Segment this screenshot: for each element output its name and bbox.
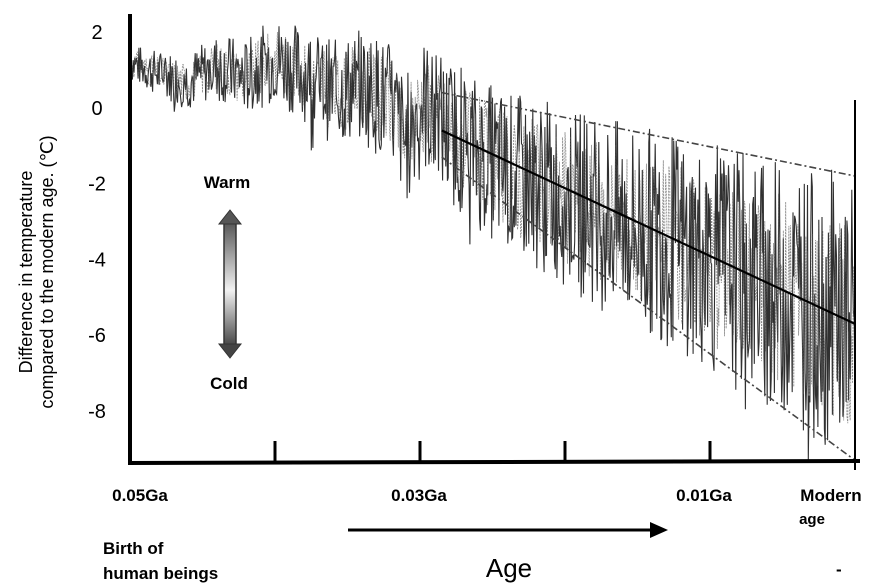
- cold-label: Cold: [210, 374, 248, 393]
- birth-label-line-1: Birth of: [103, 539, 164, 558]
- y-axis-label-line-1: Difference in temperature: [16, 171, 36, 374]
- temperature-series-line: [129, 25, 856, 461]
- birth-label-line-2: human beings: [103, 564, 218, 583]
- y-tick-label: 2: [91, 22, 102, 44]
- x-tick-label-0-03ga: 0.03Ga: [391, 486, 447, 505]
- x-tick-label-0-01ga: 0.01Ga: [676, 486, 732, 505]
- warm-cold-arrow-icon: [217, 209, 243, 359]
- y-tick-label: -8: [88, 401, 106, 423]
- age-arrow-icon: [348, 522, 668, 538]
- trend-line-solid: [441, 129, 856, 325]
- x-tick-label-0-05ga: 0.05Ga: [112, 486, 168, 505]
- x-tick-label-modern-age: age: [799, 511, 825, 528]
- x-ticks: [128, 440, 856, 470]
- warm-label: Warm: [204, 173, 251, 192]
- y-axis-label: Difference in temperature compared to th…: [16, 135, 57, 408]
- y-tick-label: -4: [88, 249, 106, 271]
- y-tick-label: -2: [88, 174, 106, 196]
- y-tick-label: -6: [88, 325, 106, 347]
- x-axis-line: [127, 459, 861, 465]
- y-tick-label: 0: [91, 98, 102, 120]
- dash-mark: -: [836, 560, 842, 579]
- trend-line-dashed: [441, 156, 856, 461]
- y-axis-label-line-2: compared to the modern age. (℃): [37, 135, 57, 408]
- x-axis-title: Age: [486, 553, 532, 583]
- x-tick-label-modern: Modern: [800, 486, 861, 505]
- y-tick-labels: 2 0 -2 -4 -6 -8: [88, 22, 106, 423]
- trend-line-dashed: [441, 91, 856, 177]
- plot-area: [129, 25, 856, 461]
